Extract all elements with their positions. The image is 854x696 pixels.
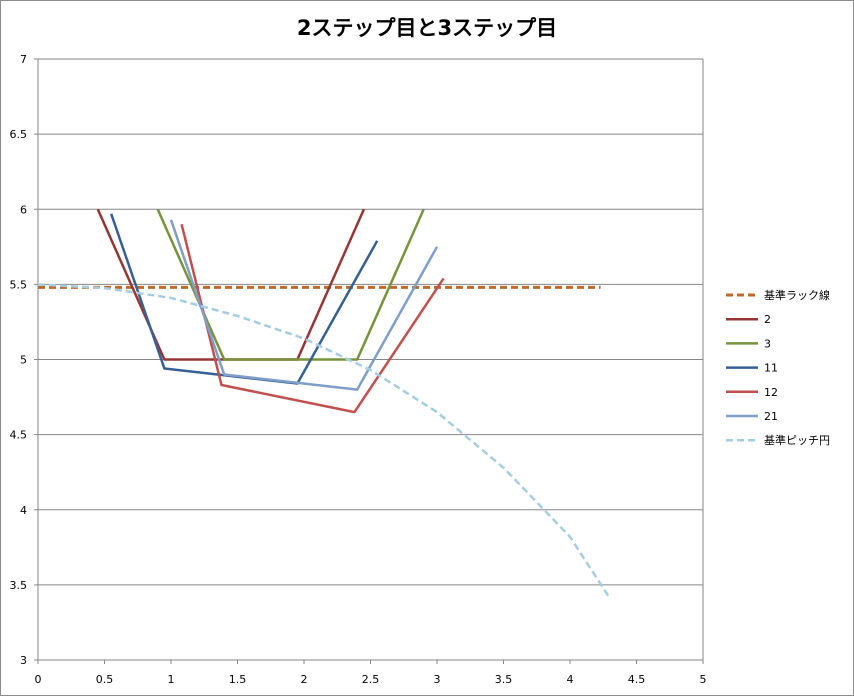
- legend: 基準ラック線 2 3 11 12 21 基準ピッチ円: [726, 288, 830, 447]
- x-axis-ticks: 0 0.5 1 1.5 2 2.5 3 3.5 4 4.5 5: [35, 660, 707, 686]
- series-line-4: [180, 223, 445, 414]
- x-tick-label-8: 4: [567, 673, 574, 686]
- y-tick-label-8: 7: [20, 53, 27, 66]
- legend-label-5: 21: [764, 410, 778, 423]
- y-tick-label-7: 6.5: [10, 128, 28, 141]
- gridlines: [38, 58, 703, 586]
- y-tick-label-5: 5.5: [10, 278, 28, 291]
- y-tick-label-6: 6: [20, 203, 27, 216]
- legend-label-3: 11: [764, 362, 778, 375]
- x-tick-label-9: 4.5: [628, 673, 646, 686]
- x-tick-label-5: 2.5: [362, 673, 380, 686]
- series-line-2: [156, 208, 425, 361]
- y-tick-label-0: 3: [20, 654, 27, 667]
- y-tick-label-4: 5: [20, 354, 27, 367]
- x-tick-label-6: 3: [434, 673, 441, 686]
- series-line-6: [37, 283, 611, 600]
- chart-title: 2ステップ目と3ステップ目: [296, 16, 558, 40]
- legend-label-2: 3: [764, 337, 771, 350]
- legend-label-0: 基準ラック線: [764, 288, 830, 302]
- series-line-3: [110, 213, 379, 385]
- x-tick-label-3: 1.5: [229, 673, 247, 686]
- y-axis-ticks: 3 3.5 4 4.5 5 5.5 6 6.5 7: [10, 53, 38, 667]
- series-lines: [37, 208, 611, 600]
- legend-label-4: 12: [764, 386, 778, 399]
- x-tick-label-4: 2: [301, 673, 308, 686]
- y-tick-label-2: 4: [20, 504, 27, 517]
- y-tick-label-3: 4.5: [10, 429, 28, 442]
- series-line-5: [169, 219, 439, 391]
- x-tick-label-10: 5: [700, 673, 707, 686]
- x-tick-label-0: 0: [35, 673, 42, 686]
- y-tick-label-1: 3.5: [10, 579, 28, 592]
- legend-label-1: 2: [764, 313, 771, 326]
- x-tick-label-7: 3.5: [495, 673, 513, 686]
- legend-label-6: 基準ピッチ円: [764, 433, 830, 447]
- x-tick-label-2: 1: [168, 673, 175, 686]
- x-tick-label-1: 0.5: [96, 673, 114, 686]
